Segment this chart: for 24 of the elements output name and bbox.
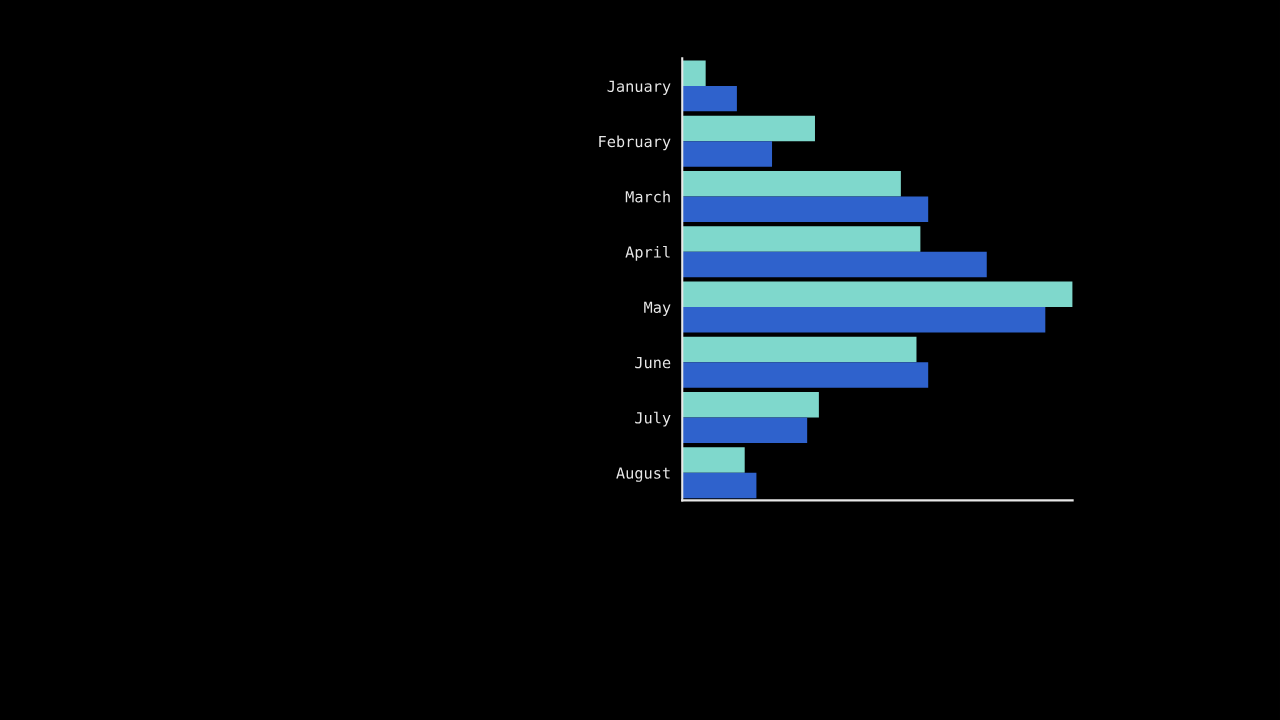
- y-tick-label: April: [625, 245, 670, 261]
- y-tick-label: June: [635, 356, 671, 369]
- bar: [682, 85, 737, 112]
- bar: [682, 417, 808, 443]
- bar: [682, 362, 929, 388]
- bar: [682, 115, 815, 142]
- bar: [682, 196, 929, 222]
- bar: [682, 226, 921, 252]
- y-tick-label: March: [625, 190, 670, 203]
- y-tick-label: January: [607, 80, 671, 95]
- bar: [682, 392, 819, 418]
- bar: [682, 60, 706, 86]
- bar: [682, 141, 773, 167]
- y-tick-label: August: [616, 467, 670, 482]
- bar: [682, 281, 1073, 307]
- bar: [682, 336, 917, 363]
- bar: [682, 306, 1046, 333]
- y-tick-label: February: [599, 135, 671, 151]
- bar: [682, 171, 901, 197]
- bar: [682, 251, 987, 278]
- bar: [682, 472, 757, 499]
- bar: [682, 447, 745, 473]
- y-tick-label: July: [635, 411, 671, 427]
- y-tick-label: May: [644, 301, 671, 317]
